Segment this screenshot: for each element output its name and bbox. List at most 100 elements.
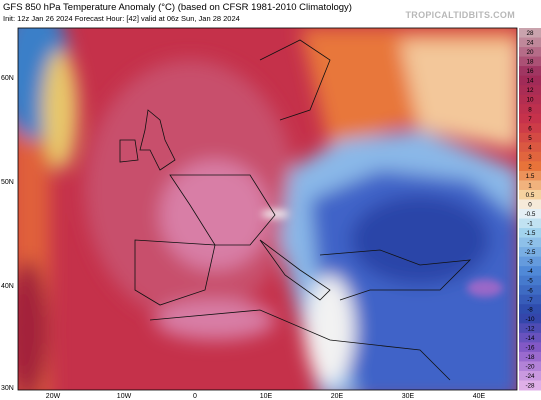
coast-africa xyxy=(149,309,451,381)
colorbar-label: -6 xyxy=(527,287,533,294)
anomaly-field xyxy=(18,28,517,390)
colorbar-label: -28 xyxy=(525,383,535,390)
colorbar-swatch xyxy=(519,237,541,248)
colorbar-label: -5 xyxy=(527,278,533,285)
colorbar-swatch xyxy=(519,104,541,115)
colorbar-label: 12 xyxy=(526,87,534,94)
colorbar-swatch xyxy=(519,66,541,77)
colorbar: 28 24 20 18 16 14 12 10 8 7 6 5 4 3 2 1.5 1 0.5 0 -0.5 -1 -1.… xyxy=(519,28,541,391)
colorbar-label: 28 xyxy=(526,30,534,37)
colorbar-label: -0.5 xyxy=(525,211,536,218)
colorbar-swatch xyxy=(519,142,541,153)
coastlines xyxy=(119,39,472,381)
colorbar-swatch xyxy=(519,370,541,381)
colorbar-label: 1.5 xyxy=(526,173,535,180)
field-balkan-zero xyxy=(305,275,355,385)
subtitle: Init: 12z Jan 26 2024 Forecast Hour: [42… xyxy=(3,14,240,23)
coast-italy xyxy=(259,239,331,301)
lat-label: 40N xyxy=(1,283,14,290)
colorbar-label: 24 xyxy=(526,40,534,47)
colorbar-swatch xyxy=(519,247,541,258)
lon-label: 10E xyxy=(260,393,273,400)
field-purple xyxy=(467,279,503,297)
field-africa xyxy=(155,300,275,340)
colorbar-swatch xyxy=(519,332,541,343)
colorbar-swatch xyxy=(519,161,541,172)
colorbar-swatch xyxy=(519,294,541,305)
colorbar-label: 1 xyxy=(528,182,532,189)
colorbar-swatch xyxy=(519,37,541,48)
colorbar-swatch xyxy=(519,304,541,315)
lon-label: 20W xyxy=(46,393,61,400)
colorbar-label: 5 xyxy=(528,135,532,142)
colorbar-swatch xyxy=(519,189,541,200)
lat-label: 30N xyxy=(1,385,14,392)
colorbar-label: -2.5 xyxy=(525,249,536,256)
colorbar-label: 4 xyxy=(528,144,532,151)
colorbar-label: 14 xyxy=(526,78,534,85)
colorbar-label: -1.5 xyxy=(525,230,536,237)
brand: TROPICALTIDBITS.COM xyxy=(405,10,515,20)
colorbar-label: 3 xyxy=(528,154,532,161)
coast-ireland xyxy=(119,139,139,163)
colorbar-label: -10 xyxy=(525,316,535,323)
lon-label: 30E xyxy=(402,393,415,400)
colorbar-swatch xyxy=(519,75,541,86)
lon-label: 10W xyxy=(117,393,132,400)
colorbar-swatch xyxy=(519,228,541,239)
colorbar-swatch xyxy=(519,209,541,220)
colorbar-swatch xyxy=(519,275,541,286)
colorbar-label: 0 xyxy=(528,202,532,209)
colorbar-swatch xyxy=(519,342,541,353)
coast-france xyxy=(169,174,276,246)
colorbar-label: -14 xyxy=(525,335,535,342)
coast-black-sea xyxy=(319,249,472,301)
field-sw xyxy=(18,260,48,390)
field-alps xyxy=(261,210,289,218)
field-france xyxy=(160,160,270,270)
colorbar-swatch xyxy=(519,132,541,143)
colorbar-swatch xyxy=(519,199,541,210)
colorbar-label: 8 xyxy=(528,106,532,113)
field-west-warm xyxy=(42,50,78,170)
map-frame xyxy=(17,27,518,391)
colorbar-swatch xyxy=(519,285,541,296)
colorbar-swatch xyxy=(519,256,541,267)
colorbar-swatch xyxy=(519,361,541,372)
colorbar-label: -16 xyxy=(525,344,535,351)
lon-label: 20E xyxy=(331,393,344,400)
colorbar-swatch xyxy=(519,151,541,162)
colorbar-label: -20 xyxy=(525,363,535,370)
colorbar-label: 16 xyxy=(526,68,534,75)
coast-britain xyxy=(139,109,176,171)
colorbar-label: -4 xyxy=(527,268,533,275)
lon-label: 40E xyxy=(473,393,486,400)
colorbar-swatch xyxy=(519,180,541,191)
colorbar-swatch xyxy=(519,28,541,39)
colorbar-swatch xyxy=(519,266,541,277)
coast-scandinavia xyxy=(259,39,331,121)
colorbar-label: -1 xyxy=(527,221,533,228)
colorbar-label: -7 xyxy=(527,297,533,304)
colorbar-label: 2 xyxy=(528,163,532,170)
colorbar-swatch xyxy=(519,313,541,324)
title: GFS 850 hPa Temperature Anomaly (°C) (ba… xyxy=(3,2,352,13)
colorbar-swatch xyxy=(519,170,541,181)
colorbar-swatch xyxy=(519,113,541,124)
colorbar-label: -12 xyxy=(525,325,535,332)
lat-label: 50N xyxy=(1,179,14,186)
colorbar-label: 7 xyxy=(528,116,532,123)
colorbar-swatch xyxy=(519,123,541,134)
colorbar-label: -8 xyxy=(527,306,533,313)
colorbar-swatch xyxy=(519,47,541,58)
colorbar-label: -3 xyxy=(527,259,533,266)
colorbar-label: 10 xyxy=(526,97,534,104)
colorbar-swatch xyxy=(519,380,541,391)
colorbar-swatch xyxy=(519,351,541,362)
colorbar-label: 18 xyxy=(526,59,534,66)
colorbar-swatch xyxy=(519,85,541,96)
colorbar-label: -24 xyxy=(525,373,535,380)
colorbar-label: 20 xyxy=(526,49,534,56)
colorbar-label: 6 xyxy=(528,125,532,132)
